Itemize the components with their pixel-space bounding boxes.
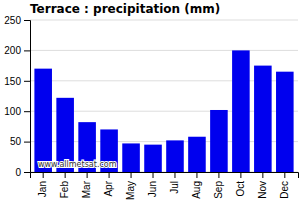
y-tick: 0 — [15, 167, 30, 178]
x-tick: Oct — [235, 172, 246, 197]
bar — [166, 140, 184, 172]
x-tick-label: Sep — [213, 181, 224, 199]
grid-line — [30, 20, 298, 21]
y-tick-mark — [24, 81, 30, 82]
y-tick-label: 100 — [4, 106, 21, 117]
x-tick-mark — [262, 172, 263, 178]
x-tick: Jun — [147, 172, 158, 197]
x-tick: Nov — [257, 172, 268, 199]
chart-container: 0 50 100 150 200 250 Jan Feb Mar Apr May Jun Jul Aug S… — [0, 0, 306, 200]
x-tick-label: Apr — [103, 180, 114, 196]
y-tick: 50 — [10, 136, 30, 147]
x-tick-label: Jul — [169, 181, 180, 194]
x-tick: Apr — [103, 172, 114, 197]
bar — [34, 69, 52, 172]
grid-line — [30, 50, 298, 51]
y-tick-label: 250 — [4, 15, 21, 26]
x-tick-mark — [131, 172, 132, 178]
x-tick: May — [125, 172, 136, 200]
x-tick: Jul — [169, 172, 180, 194]
x-tick-mark — [174, 172, 175, 178]
x-tick-mark — [240, 172, 241, 178]
y-tick-mark — [24, 50, 30, 51]
y-tick-label: 150 — [4, 76, 21, 87]
x-tick-label: Jun — [147, 181, 158, 197]
bar — [188, 137, 206, 172]
bar — [254, 66, 272, 172]
x-tick-label: Aug — [191, 181, 202, 199]
x-tick: Aug — [191, 172, 202, 199]
y-tick: 150 — [4, 76, 30, 87]
x-tick: Jan — [37, 172, 48, 197]
y-tick-label: 0 — [15, 167, 21, 178]
x-tick-mark — [87, 172, 88, 178]
y-tick-mark — [24, 111, 30, 112]
x-tick-mark — [43, 172, 44, 178]
bar — [276, 72, 294, 172]
x-tick-mark — [153, 172, 154, 178]
x-tick: Mar — [81, 172, 92, 198]
x-tick-label: May — [125, 181, 136, 200]
x-tick-mark — [284, 172, 285, 178]
bars — [34, 50, 293, 172]
bar — [210, 110, 228, 172]
y-tick-mark — [24, 20, 30, 21]
x-tick-mark — [218, 172, 219, 178]
y-tick: 250 — [4, 15, 30, 26]
title: Terrace : precipitation (mm) — [30, 2, 220, 16]
bar — [232, 50, 250, 172]
x-tick-mark — [196, 172, 197, 178]
x-tick-label: Mar — [81, 180, 92, 198]
x-tick-label: Feb — [59, 181, 70, 199]
y-tick-mark — [24, 172, 30, 173]
x-tick-label: Dec — [279, 181, 290, 199]
y-tick-label: 50 — [10, 136, 22, 147]
x-tick-mark — [65, 172, 66, 178]
x-tick-mark — [109, 172, 110, 178]
y-tick: 100 — [4, 106, 30, 117]
y-tick: 200 — [4, 45, 30, 56]
bar — [144, 145, 162, 172]
x-tick-label: Jan — [37, 181, 48, 197]
x-tick: Dec — [279, 172, 290, 199]
chart: 0 50 100 150 200 250 Jan Feb Mar Apr May Jun Jul Aug S… — [0, 0, 306, 200]
x-tick-label: Oct — [235, 181, 246, 197]
y-axis-line — [24, 21, 31, 173]
x-tick-label: Nov — [257, 181, 268, 199]
x-tick: Sep — [213, 172, 224, 199]
annotation: www.allmetsat.com — [38, 160, 117, 169]
x-axis: Jan Feb Mar Apr May Jun Jul Aug Sep Oct Nov Dec — [31, 172, 299, 200]
grid — [30, 20, 298, 172]
x-tick: Feb — [59, 172, 70, 198]
bar — [122, 143, 140, 172]
y-axis: 0 50 100 150 200 250 — [4, 15, 30, 178]
x-axis-line — [31, 173, 299, 179]
y-tick-label: 200 — [4, 45, 21, 56]
plot: 0 50 100 150 200 250 Jan Feb Mar Apr May Jun Jul Aug S… — [4, 15, 298, 200]
y-tick-mark — [24, 142, 30, 143]
